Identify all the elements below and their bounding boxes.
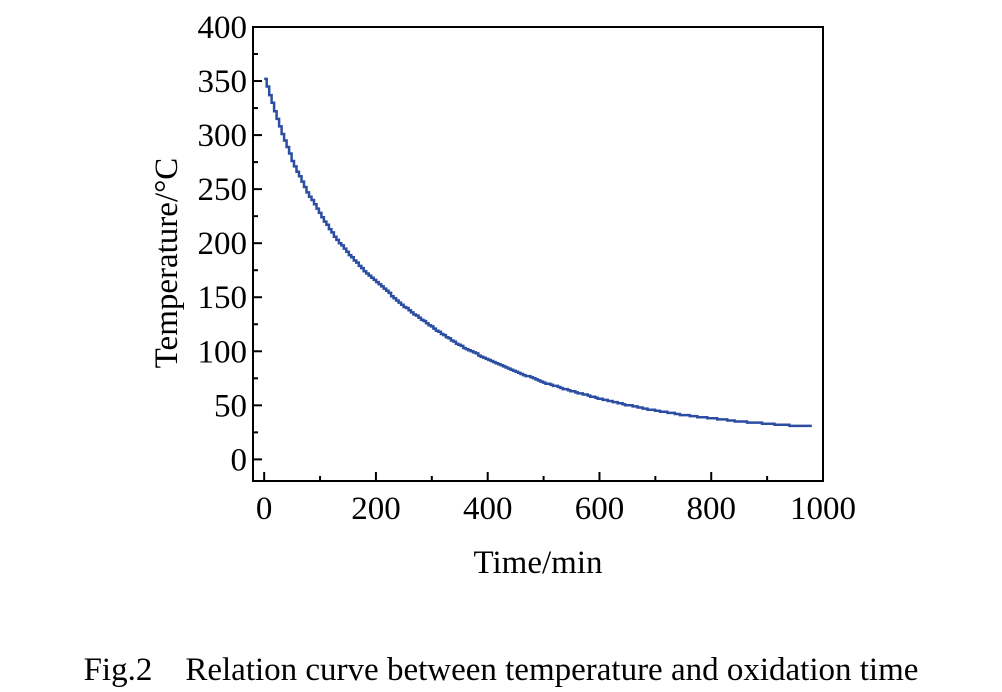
x-tick-label: 1000 bbox=[790, 491, 856, 527]
x-tick-label: 0 bbox=[256, 491, 273, 527]
y-tick-label: 350 bbox=[198, 64, 248, 100]
y-tick-label: 150 bbox=[198, 280, 248, 316]
figure-caption: Fig.2 Relation curve between temperature… bbox=[83, 652, 919, 688]
y-tick-label: 0 bbox=[231, 442, 248, 478]
temperature-series-line bbox=[264, 77, 812, 428]
y-tick-label: 50 bbox=[214, 388, 247, 424]
y-axis-title: Temperature/°C bbox=[149, 158, 185, 369]
x-axis-ticks bbox=[263, 472, 824, 481]
x-axis-title: Time/min bbox=[474, 545, 603, 581]
x-tick-label: 200 bbox=[351, 491, 401, 527]
x-tick-label: 600 bbox=[575, 491, 625, 527]
y-axis-tick-labels: 0 50 100 150 200 250 300 350 400 bbox=[198, 10, 248, 478]
x-axis-tick-labels: 0 200 400 600 800 1000 bbox=[256, 491, 856, 527]
y-tick-label: 400 bbox=[198, 10, 248, 46]
y-axis-ticks bbox=[253, 26, 262, 461]
y-tick-label: 300 bbox=[198, 118, 248, 154]
y-tick-label: 100 bbox=[198, 334, 248, 370]
y-tick-label: 250 bbox=[198, 172, 248, 208]
x-tick-label: 400 bbox=[463, 491, 513, 527]
plot-frame bbox=[252, 26, 824, 482]
y-tick-label: 200 bbox=[198, 226, 248, 262]
x-tick-label: 800 bbox=[686, 491, 736, 527]
